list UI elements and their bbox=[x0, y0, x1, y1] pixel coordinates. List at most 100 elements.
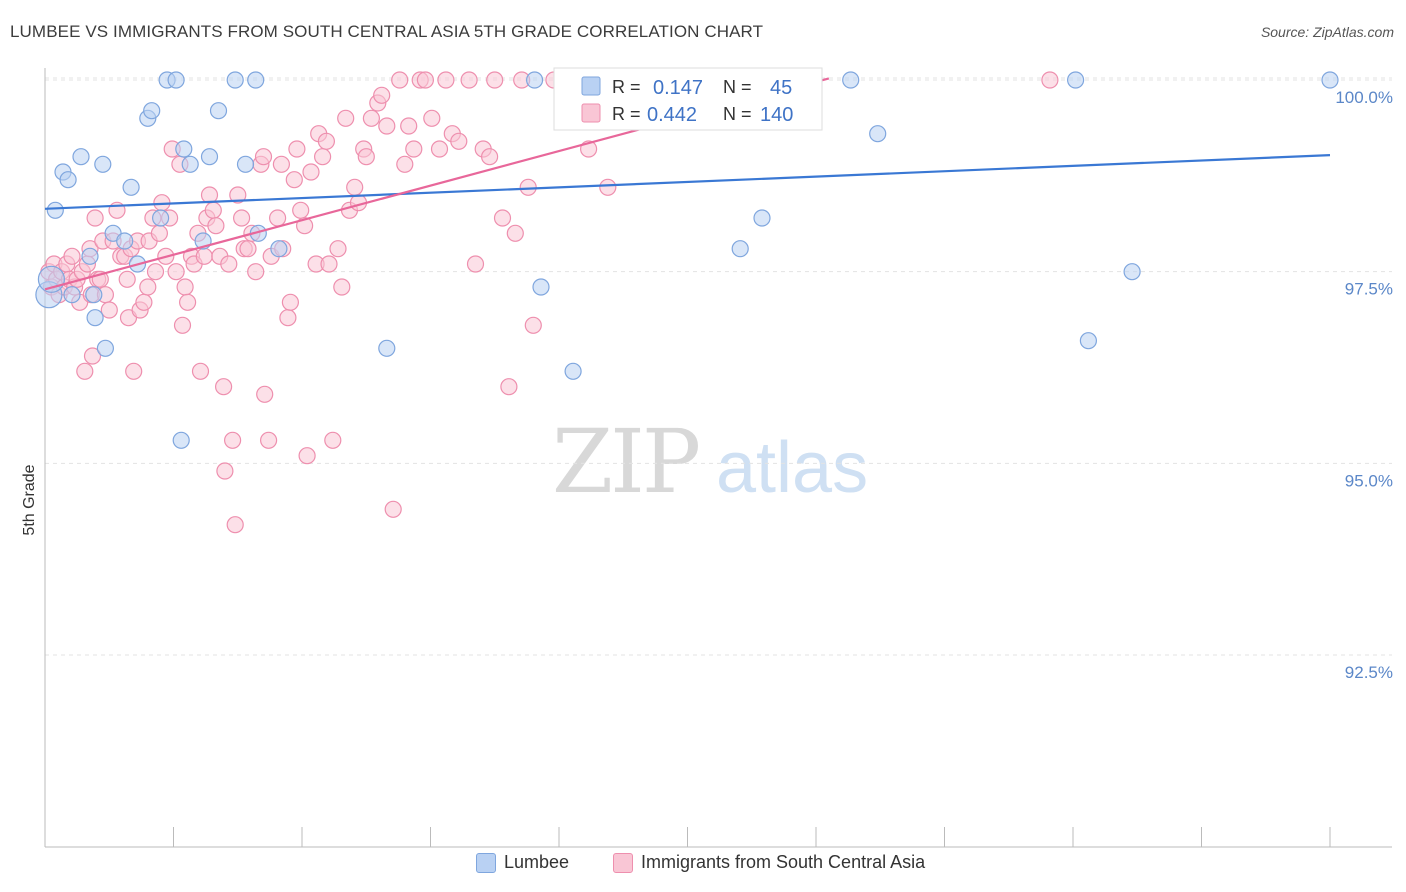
stats-r-value-immigrants: 0.442 bbox=[647, 104, 697, 126]
data-point bbox=[400, 117, 418, 135]
chart-title: LUMBEE VS IMMIGRANTS FROM SOUTH CENTRAL … bbox=[10, 22, 764, 41]
data-point bbox=[532, 278, 550, 296]
data-point bbox=[216, 462, 234, 480]
data-point bbox=[324, 431, 342, 449]
data-point bbox=[731, 240, 749, 258]
data-point bbox=[59, 171, 77, 189]
data-point bbox=[195, 247, 213, 265]
y-tick-labels: 92.5% 95.0% 97.5% 100.0% bbox=[1335, 88, 1393, 682]
data-point bbox=[233, 209, 251, 227]
legend-label-lumbee: Lumbee bbox=[504, 852, 570, 872]
stats-r-label-lumbee: R = bbox=[612, 77, 641, 97]
data-point bbox=[236, 155, 255, 173]
data-point bbox=[116, 232, 134, 250]
data-point bbox=[320, 255, 338, 273]
data-point bbox=[173, 316, 192, 334]
data-point bbox=[191, 362, 210, 380]
data-point bbox=[869, 125, 887, 143]
data-point bbox=[317, 132, 335, 150]
data-point bbox=[298, 447, 316, 465]
data-point bbox=[373, 86, 391, 104]
legend-swatch-lumbee bbox=[476, 852, 496, 873]
data-point bbox=[72, 148, 90, 166]
data-point bbox=[1321, 71, 1339, 89]
series-legend: Lumbee Immigrants from South Central Asi… bbox=[0, 850, 1406, 880]
data-point bbox=[1123, 263, 1141, 281]
stats-swatch-lumbee bbox=[581, 76, 601, 96]
data-point bbox=[337, 109, 355, 127]
data-point bbox=[254, 148, 273, 166]
data-point bbox=[314, 148, 332, 166]
data-point bbox=[247, 71, 265, 89]
data-point bbox=[437, 71, 455, 89]
data-point bbox=[143, 102, 161, 120]
data-point bbox=[86, 309, 104, 327]
y-axis-label: 5th Grade bbox=[21, 464, 38, 535]
scatter-plot: ZIP atlas 92.5%95.0%97.5%100.0% 0.0%100.… bbox=[21, 67, 1393, 848]
data-point bbox=[500, 378, 518, 396]
series-points bbox=[35, 71, 1339, 534]
data-point bbox=[226, 516, 244, 534]
y-tick-label: 97.5% bbox=[1345, 280, 1393, 299]
data-point bbox=[1066, 71, 1085, 89]
data-point bbox=[172, 431, 190, 449]
data-point bbox=[63, 286, 81, 304]
data-point bbox=[378, 339, 396, 357]
watermark-zip: ZIP bbox=[552, 410, 699, 513]
data-point bbox=[481, 148, 499, 166]
data-point bbox=[63, 247, 81, 265]
data-point bbox=[525, 71, 544, 89]
data-point bbox=[122, 178, 140, 196]
stats-n-value-lumbee: 45 bbox=[770, 77, 792, 99]
data-point bbox=[391, 71, 409, 89]
stats-swatch-immigrants bbox=[581, 103, 601, 123]
data-point bbox=[842, 71, 860, 89]
y-tick-label: 100.0% bbox=[1335, 88, 1393, 107]
data-point bbox=[181, 155, 199, 173]
data-point bbox=[599, 178, 617, 196]
data-point bbox=[83, 347, 102, 365]
data-point bbox=[296, 217, 314, 235]
data-point bbox=[209, 102, 228, 120]
data-point bbox=[229, 186, 247, 204]
data-point bbox=[302, 163, 320, 181]
data-point bbox=[279, 309, 297, 327]
watermark-atlas: atlas bbox=[716, 428, 868, 508]
data-point bbox=[423, 109, 441, 127]
data-point bbox=[224, 431, 242, 449]
legend-item-immigrants: Immigrants from South Central Asia bbox=[613, 852, 925, 873]
data-point bbox=[76, 362, 94, 380]
data-point bbox=[396, 155, 414, 173]
data-point bbox=[564, 362, 582, 380]
data-point bbox=[1041, 71, 1059, 89]
legend-label-immigrants: Immigrants from South Central Asia bbox=[641, 852, 926, 872]
data-point bbox=[150, 224, 168, 242]
data-point bbox=[81, 247, 99, 265]
stats-n-label-lumbee: N = bbox=[723, 77, 752, 97]
data-point bbox=[450, 132, 468, 150]
data-point bbox=[200, 148, 219, 166]
data-point bbox=[362, 109, 380, 127]
data-point bbox=[167, 71, 185, 89]
data-point bbox=[285, 171, 303, 189]
data-point bbox=[292, 201, 310, 219]
data-point bbox=[486, 71, 504, 89]
data-point bbox=[288, 140, 306, 158]
data-point bbox=[239, 240, 257, 258]
legend-swatch-immigrants bbox=[613, 852, 633, 873]
legend-item-lumbee: Lumbee bbox=[476, 852, 569, 873]
stats-n-value-immigrants: 140 bbox=[760, 104, 793, 126]
stats-legend: R = 0.147 N = 45 R = 0.442 N = 140 bbox=[553, 67, 823, 131]
data-point bbox=[125, 362, 143, 380]
data-point bbox=[207, 217, 225, 235]
data-point bbox=[416, 71, 434, 89]
data-point bbox=[384, 500, 402, 518]
data-point bbox=[281, 293, 299, 311]
data-point bbox=[176, 278, 194, 296]
data-point bbox=[460, 71, 478, 89]
data-point bbox=[204, 201, 222, 219]
data-point bbox=[96, 339, 115, 357]
y-tick-label: 92.5% bbox=[1345, 663, 1393, 682]
data-point bbox=[357, 148, 375, 166]
data-point bbox=[269, 209, 287, 227]
